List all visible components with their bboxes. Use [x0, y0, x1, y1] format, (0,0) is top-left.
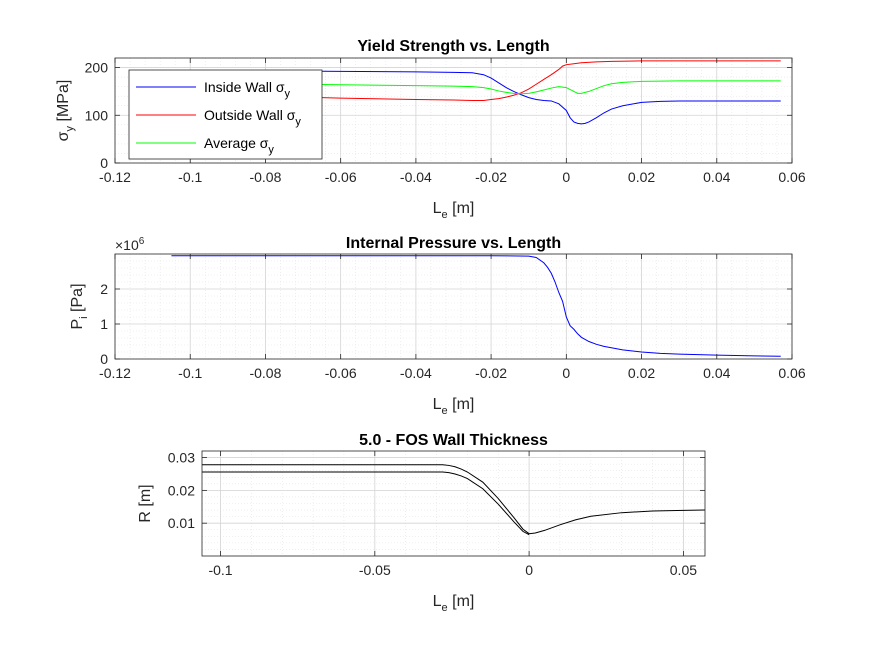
- ticks: [114, 254, 793, 360]
- x-tick-label: 0.06: [778, 169, 805, 185]
- ticks: [114, 58, 793, 164]
- legend-label-3: Average σy: [204, 135, 274, 156]
- x-tick-label: -0.12: [99, 365, 131, 381]
- y-tick-label: 0.01: [168, 515, 195, 531]
- x-tick-label: 0.02: [628, 365, 655, 381]
- x-tick-label: -0.1: [178, 365, 202, 381]
- x-tick-label: -0.05: [359, 562, 391, 578]
- x-tick-label: 0: [525, 562, 533, 578]
- x-tick-label: 0.02: [628, 169, 655, 185]
- plot-area: [202, 451, 705, 556]
- chart-2: -0.12 -0.1 -0.08 -0.06 -0.04 -0.02 0 0.02 0.04 0.…: [69, 235, 806, 417]
- x-axis-label: Le [m]: [433, 200, 475, 221]
- axes-box: [114, 253, 793, 360]
- y-tick-label: 0.03: [168, 450, 195, 466]
- chart-title: 5.0 - FOS Wall Thickness: [359, 432, 548, 449]
- series-line-2: [202, 471, 530, 536]
- x-tick-label: 0: [562, 365, 570, 381]
- x-tick-label: -0.02: [475, 365, 507, 381]
- x-tick-label: -0.02: [475, 169, 507, 185]
- series-line-2: [171, 60, 781, 101]
- chart-title: Yield Strength vs. Length: [357, 38, 549, 55]
- y-tick-label: 1: [100, 316, 108, 332]
- y-tick-label: 0: [100, 351, 108, 367]
- x-tick-label: -0.06: [325, 365, 357, 381]
- y-tick-label: 0: [100, 155, 108, 171]
- ticks: [202, 451, 705, 556]
- x-tick-label: 0.04: [703, 169, 730, 185]
- series-line-3: [171, 80, 781, 95]
- x-axis-label: Le [m]: [433, 396, 475, 417]
- chart-title: Internal Pressure vs. Length: [346, 235, 561, 252]
- y-tick-label: 2: [100, 281, 108, 297]
- plot-area: [115, 254, 792, 359]
- x-tick-label: 0.04: [703, 365, 730, 381]
- x-tick-label: 0.05: [670, 562, 697, 578]
- x-tick-label: -0.08: [249, 365, 281, 381]
- x-tick-label: -0.06: [325, 169, 357, 185]
- series-line-1: [202, 464, 706, 535]
- series-line-1: [171, 255, 781, 357]
- legend-label-1: Inside Wall σy: [204, 79, 290, 100]
- axes-box: [201, 450, 706, 557]
- x-tick-label: 0.06: [778, 365, 805, 381]
- chart-3: -0.1 -0.05 0 0.05 0.01 0.02 0.03 5.0 - FOS Wall…: [137, 432, 706, 614]
- y-tick-label: 100: [85, 107, 109, 123]
- x-tick-label: 0: [562, 169, 570, 185]
- y-tick-label: 0.02: [168, 482, 195, 498]
- x-tick-label: -0.08: [249, 169, 281, 185]
- legend-label-2: Outside Wall σy: [204, 107, 301, 128]
- y-axis-label: R [m]: [137, 484, 154, 522]
- axes-box: [114, 57, 793, 164]
- series-line-1: [171, 70, 781, 125]
- x-tick-label: -0.1: [208, 562, 232, 578]
- x-tick-label: -0.1: [178, 169, 202, 185]
- major-grid: [115, 254, 792, 359]
- y-exponent-label: ×106: [115, 236, 145, 253]
- x-axis-label: Le [m]: [433, 593, 475, 614]
- y-tick-label: 200: [85, 60, 109, 76]
- y-axis-label: Pi [Pa]: [69, 283, 90, 329]
- x-tick-label: -0.04: [400, 169, 432, 185]
- x-tick-label: -0.12: [99, 169, 131, 185]
- major-grid: [202, 451, 705, 556]
- y-axis-label: σy [MPa]: [55, 80, 76, 142]
- legend: Inside Wall σy Outside Wall σy Average σy: [128, 69, 323, 160]
- x-tick-label: -0.04: [400, 365, 432, 381]
- chart-1: -0.12 -0.1 -0.08 -0.06 -0.04 -0.02 0 0.02 0.04 0.…: [55, 38, 806, 221]
